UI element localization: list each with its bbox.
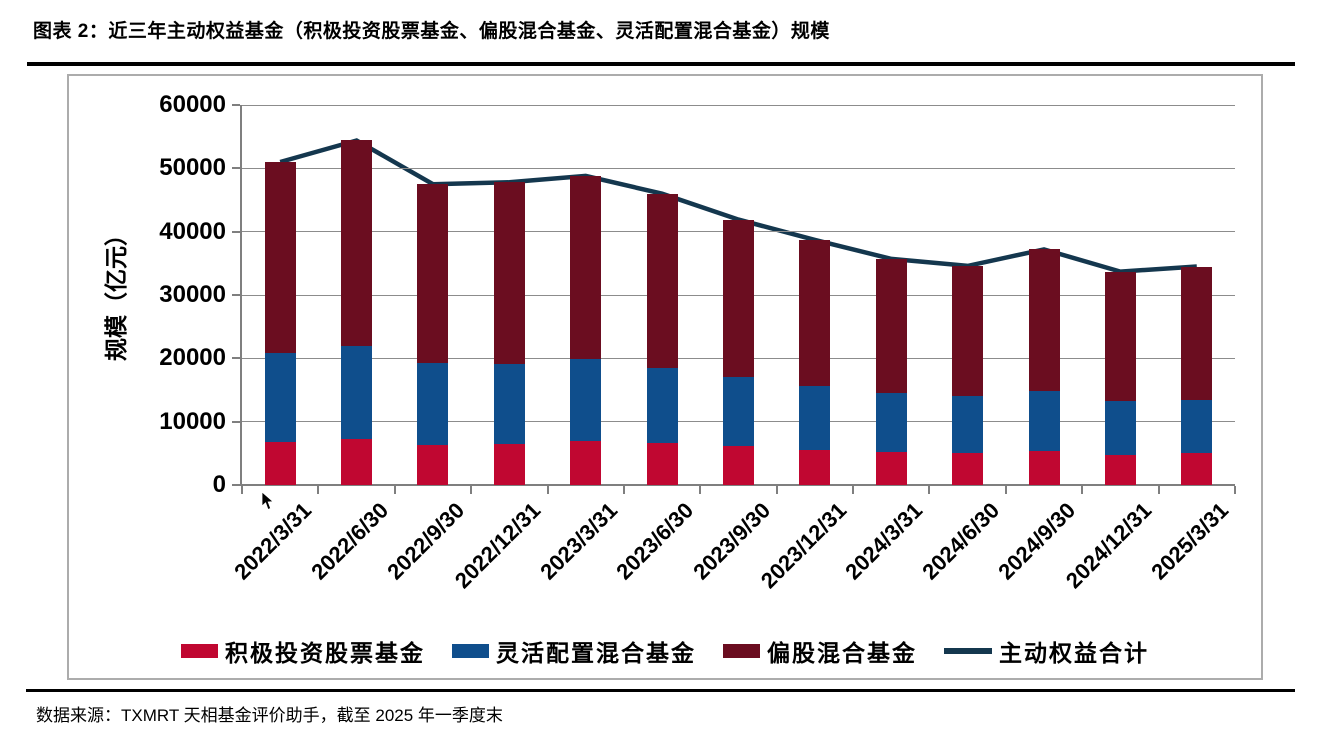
data-source-note: 数据来源：TXMRT 天相基金评价助手，截至 2025 年一季度末: [36, 706, 503, 725]
bar-segment: [1028, 451, 1060, 485]
bar-segment: [264, 441, 296, 485]
x-axis-tick: [775, 486, 778, 494]
bar-segment: [1104, 454, 1136, 485]
x-axis-tick: [699, 486, 702, 494]
legend-label: 主动权益合计: [999, 640, 1149, 666]
bar-segment: [875, 393, 907, 453]
bar-segment: [952, 265, 984, 397]
x-tick-label: 2022/6/30: [305, 497, 393, 585]
legend-item: 灵活配置混合基金: [452, 634, 696, 668]
x-axis-tick: [852, 486, 855, 494]
bar-segment: [493, 443, 525, 485]
x-axis-tick: [393, 486, 396, 494]
x-tick-label: 2023/6/30: [611, 497, 699, 585]
x-axis-tick: [241, 486, 243, 494]
bar-segment: [646, 193, 678, 368]
y-tick-label: 20000: [159, 344, 226, 372]
bar-segment: [1104, 400, 1136, 455]
x-axis-tick: [546, 486, 549, 494]
title-divider-rule: [27, 62, 1295, 66]
x-axis-tick: [470, 486, 473, 494]
chart-legend: 积极投资股票基金 灵活配置混合基金 偏股混合基金 主动权益合计: [69, 634, 1261, 668]
gridline: [242, 167, 1235, 169]
gridline: [242, 104, 1235, 106]
x-tick-label: 2024/6/30: [917, 497, 1004, 585]
legend-item: 偏股混合基金: [723, 634, 917, 668]
x-axis-tick: [622, 486, 625, 494]
bar-segment: [952, 453, 984, 485]
bar-segment: [723, 219, 754, 378]
y-axis-line: [240, 105, 242, 485]
bar-segment: [875, 258, 907, 394]
bar-segment: [1181, 452, 1213, 485]
y-axis-tick: [232, 357, 240, 360]
bar-segment: [341, 346, 373, 439]
bar-segment: [341, 438, 373, 485]
bar-segment: [493, 182, 525, 365]
y-axis-tick: [232, 420, 240, 423]
bar-segment: [417, 445, 449, 485]
mouse-cursor-icon: [261, 492, 274, 511]
legend-bar-swatch: [723, 644, 760, 658]
bar-segment: [646, 443, 678, 485]
y-axis-tick: [232, 167, 240, 170]
bar-segment: [723, 446, 754, 485]
x-axis-tick: [928, 486, 931, 494]
bar-segment: [1181, 266, 1213, 400]
bar-segment: [570, 175, 602, 359]
y-tick-label: 10000: [159, 407, 226, 435]
legend-label: 灵活配置混合基金: [496, 640, 696, 666]
bar-segment: [1028, 249, 1060, 392]
bar-segment: [1181, 399, 1213, 453]
bar-segment: [723, 377, 754, 447]
bar-segment: [493, 364, 525, 444]
legend-bar-swatch: [452, 644, 489, 658]
y-tick-label: 50000: [159, 154, 226, 182]
bar-segment: [875, 452, 907, 485]
legend-label: 偏股混合基金: [767, 640, 917, 666]
bar-segment: [799, 239, 831, 386]
y-axis-tick: [232, 230, 240, 233]
legend-label: 积极投资股票基金: [225, 640, 425, 666]
bar-segment: [570, 440, 602, 485]
x-tick-label: 2022/3/31: [229, 497, 317, 585]
bar-segment: [341, 140, 373, 347]
bar-segment: [264, 352, 296, 442]
bar-segment: [1104, 271, 1136, 401]
legend-bar-swatch: [181, 644, 218, 658]
bar-segment: [799, 449, 831, 485]
bar-segment: [570, 358, 602, 441]
bar-segment: [264, 162, 296, 353]
bar-segment: [417, 363, 449, 446]
bar-segment: [417, 184, 449, 364]
y-tick-label: 0: [212, 471, 226, 498]
x-tick-label: 2023/3/31: [535, 497, 622, 585]
figure-title: 图表 2：近三年主动权益基金（积极投资股票基金、偏股混合基金、灵活配置混合基金）…: [33, 21, 830, 42]
x-axis-tick: [1004, 486, 1007, 494]
y-axis-tick: [232, 294, 240, 296]
y-axis-tick: [232, 484, 240, 486]
plot-area: 0 10000 20000 30000 40000 50000 60000 2022/3/31…: [159, 93, 1236, 593]
legend-item: 主动权益合计: [944, 634, 1149, 668]
bar-segment: [1028, 391, 1060, 452]
legend-line-swatch: [944, 648, 992, 654]
x-axis-tick: [1234, 486, 1236, 494]
bar-segment: [646, 367, 678, 444]
y-tick-label: 40000: [159, 217, 226, 245]
x-axis-line: [240, 484, 1235, 486]
y-axis-tick: [232, 104, 240, 106]
y-tick-label: 60000: [159, 91, 226, 118]
x-tick-label: 2024/3/31: [840, 497, 928, 585]
bar-segment: [952, 396, 984, 454]
chart-frame: 规模（亿元） 0 10000 20000 30000 40000 50000 60000 20…: [67, 74, 1263, 680]
x-axis-tick: [1081, 486, 1084, 494]
x-axis-tick: [317, 486, 320, 494]
x-axis-tick: [1157, 486, 1160, 494]
footer-divider-rule: [26, 689, 1295, 692]
legend-item: 积极投资股票基金: [181, 634, 425, 668]
bar-segment: [799, 385, 831, 450]
x-tick-label: 2025/3/31: [1146, 497, 1234, 585]
y-tick-label: 30000: [159, 281, 226, 308]
